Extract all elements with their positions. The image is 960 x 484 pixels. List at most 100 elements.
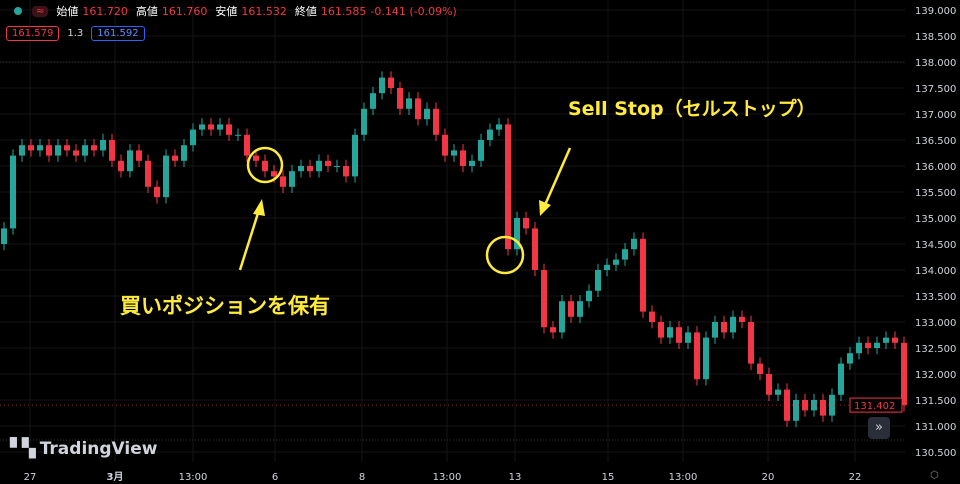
candle-body	[478, 140, 484, 161]
candle-body	[694, 332, 700, 380]
candle-body	[901, 342, 907, 406]
tv-logo-icon: ▘▚	[10, 438, 36, 459]
candle-body	[874, 342, 880, 348]
candle-body	[703, 337, 709, 380]
candle-body	[802, 400, 808, 411]
candle-body	[1, 228, 7, 244]
y-tick-label: 131.500	[915, 396, 956, 407]
scroll-to-realtime-button[interactable]: »	[868, 417, 890, 439]
sell-button[interactable]: 161.579	[6, 26, 60, 41]
candle-body	[658, 322, 664, 338]
x-tick-label: 13	[509, 472, 522, 483]
candle-body	[442, 134, 448, 156]
candle-body	[595, 270, 601, 291]
candle-body	[388, 77, 394, 88]
x-tick-label: 15	[602, 472, 615, 483]
candle-body	[469, 160, 475, 166]
candle-body	[433, 108, 439, 135]
candle-body	[406, 98, 412, 109]
candle-body	[451, 150, 457, 156]
candle-body	[361, 108, 367, 135]
candle-body	[775, 389, 781, 395]
close-value: 161.585	[320, 4, 367, 18]
candle-body	[334, 166, 340, 167]
y-tick-label: 136.000	[915, 162, 956, 173]
sell-stop-annotation: Sell Stop（セルストップ）	[568, 98, 816, 120]
y-tick-label: 134.000	[915, 266, 956, 277]
y-tick-label: 133.500	[915, 292, 956, 303]
y-tick-label: 138.000	[915, 58, 956, 69]
candle-body	[541, 270, 547, 328]
candle-body	[505, 124, 511, 250]
x-tick-label: 27	[24, 472, 37, 483]
x-tick-label: 13:00	[433, 472, 462, 483]
buy-arrow-head	[253, 199, 265, 216]
low-value: 161.532	[241, 4, 287, 18]
candle-body	[460, 150, 466, 166]
y-tick-label: 137.000	[915, 110, 956, 121]
status-dot-icon	[14, 7, 22, 15]
settings-icon[interactable]: ⬡	[930, 470, 939, 481]
candle-body	[514, 218, 520, 250]
candle-body	[154, 186, 160, 198]
candle-body	[235, 134, 241, 136]
close-label: 終値	[294, 5, 317, 18]
candle-body	[640, 238, 646, 312]
candle-body	[10, 155, 16, 229]
candle-body	[199, 124, 205, 130]
candle-body	[109, 140, 115, 161]
candle-body	[64, 145, 70, 151]
candle-body	[523, 218, 529, 229]
candle-body	[55, 145, 61, 156]
change-value: -0.141 (-0.09%)	[370, 4, 457, 18]
candle-body	[28, 145, 34, 151]
candle-body	[487, 129, 493, 140]
y-tick-label: 131.000	[915, 422, 956, 433]
candle-body	[181, 145, 187, 161]
x-tick-label: 13:00	[179, 472, 208, 483]
candle-body	[298, 166, 304, 172]
candle-body	[100, 140, 106, 151]
high-value: 161.760	[161, 4, 208, 18]
low-label: 安値	[215, 5, 238, 18]
buy-button[interactable]: 161.592	[91, 26, 145, 41]
candle-body	[217, 124, 223, 130]
candle-body	[127, 150, 133, 172]
candle-body	[370, 93, 376, 109]
x-tick-label: 3月	[107, 471, 124, 483]
candle-body	[280, 176, 286, 187]
candle-body	[190, 129, 196, 146]
candle-body	[424, 108, 430, 120]
candle-body	[253, 155, 259, 161]
candle-body	[226, 124, 232, 135]
candle-body	[136, 150, 142, 161]
candle-body	[118, 160, 124, 172]
candle-body	[91, 145, 97, 151]
candle-body	[244, 134, 250, 156]
y-tick-label: 136.500	[915, 136, 956, 147]
high-label: 高値	[135, 5, 158, 18]
candle-body	[667, 327, 673, 338]
open-value: 161.720	[82, 4, 128, 18]
y-tick-label: 134.500	[915, 240, 956, 251]
candle-body	[316, 160, 322, 172]
wave-icon[interactable]: ≈	[32, 5, 49, 17]
candle-body	[820, 400, 826, 416]
tradingview-logo[interactable]: ▘▚ TradingView	[10, 438, 157, 459]
x-tick-label: 8	[359, 472, 365, 483]
y-tick-label: 138.500	[915, 32, 956, 43]
candle-body	[649, 311, 655, 322]
candle-body	[37, 145, 43, 151]
candle-body	[739, 316, 745, 322]
candle-body	[892, 337, 898, 343]
candle-body	[793, 400, 799, 421]
candle-body	[613, 259, 619, 265]
candle-body	[271, 171, 277, 177]
candle-body	[586, 290, 592, 302]
candle-body	[568, 301, 574, 317]
x-tick-label: 6	[272, 472, 278, 483]
candle-body	[172, 155, 178, 161]
y-tick-label: 139.000	[915, 6, 956, 17]
logo-text: TradingView	[39, 438, 158, 459]
